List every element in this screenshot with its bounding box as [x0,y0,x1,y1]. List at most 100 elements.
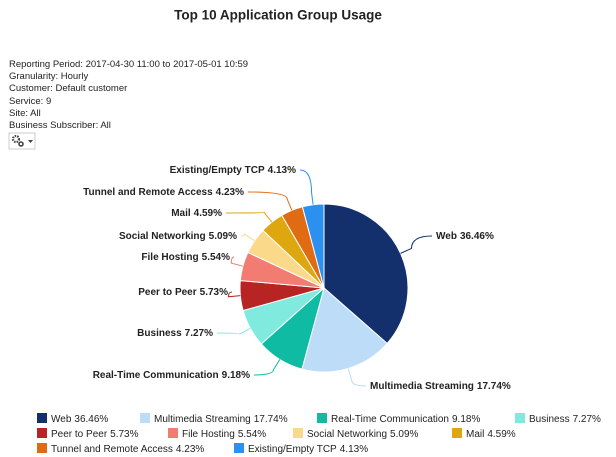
legend-label: Real-Time Communication 9.18% [331,414,480,425]
legend-item[interactable]: Mail 4.59% [452,428,516,440]
legend-item[interactable]: Social Networking 5.09% [293,428,419,440]
legend-label-value: 9.18% [452,414,480,425]
info-line: Granularity: Hourly [9,71,89,83]
legend-label: Business 7.27% [529,414,601,425]
legend-swatch [140,413,150,423]
data-label: Social Networking 5.09% [119,231,237,242]
data-label-value: 17.74% [477,381,511,392]
info-line: Reporting Period: 2017-04-30 11:00 to 20… [9,59,249,70]
legend-label-name: Business [529,414,570,425]
data-label-value: 4.13% [268,165,296,176]
legend-swatch [234,443,244,453]
legend-label-name: Tunnel and Remote Access [51,444,173,455]
data-label: Web 36.46% [436,231,494,242]
data-label-name: Mail [171,208,191,219]
legend-label-name: Existing/Empty TCP [248,444,337,455]
pie-slice [301,203,325,289]
legend-item[interactable]: File Hosting 5.54% [168,428,266,440]
legend-label-value: 4.13% [340,444,368,455]
leader-line [253,359,281,376]
legend-item[interactable]: Tunnel and Remote Access 4.23% [37,443,204,455]
leader-line [240,233,255,242]
data-label-value: 36.46% [460,231,494,242]
legend-item[interactable]: Existing/Empty TCP 4.13% [234,443,368,455]
legend-swatch [37,428,47,438]
data-label-name: Web [436,231,457,242]
legend-label-value: 36.46% [74,414,108,425]
legend-swatch [37,413,47,423]
data-label-value: 5.54% [202,252,230,263]
data-label-value: 4.59% [194,208,222,219]
legend-swatch [37,443,47,453]
data-label: Business 7.27% [137,328,213,339]
info-line: Business Subscriber: All [9,120,111,132]
legend-swatch [293,428,303,438]
legend-label: Web 36.46% [51,414,108,425]
report-info: Reporting Period: 2017-04-30 11:00 to 20… [9,59,309,132]
leader-line [230,256,244,267]
legend-item[interactable]: Web 36.46% [37,413,108,425]
settings-button[interactable] [8,132,36,150]
dropdown-arrow [28,140,33,143]
data-label-name: Business [137,328,182,339]
legend-label: Multimedia Streaming 17.74% [154,414,288,425]
legend-item[interactable]: Multimedia Streaming 17.74% [140,413,288,425]
legend-label-value: 5.09% [390,429,418,440]
legend-label: Peer to Peer 5.73% [51,429,139,440]
data-label-name: Multimedia Streaming [370,381,474,392]
leader-line [225,211,273,223]
legend-label-name: Mail [466,429,484,440]
leader-line [247,191,293,211]
legend-label: Social Networking 5.09% [307,429,419,440]
data-label-value: 7.27% [185,328,213,339]
legend-item[interactable]: Business 7.27% [515,413,601,425]
legend-swatch [168,428,178,438]
data-label-name: Existing/Empty TCP [170,165,265,176]
leader-line [299,169,314,205]
info-line: Customer: Default customer [9,83,128,95]
data-label: Tunnel and Remote Access 4.23% [83,187,244,198]
gear-icon [11,134,21,144]
legend-label-value: 17.74% [254,414,288,425]
legend-swatch [515,413,525,423]
legend-item[interactable]: Peer to Peer 5.73% [37,428,139,440]
leader-line [216,327,251,335]
legend-item[interactable]: Real-Time Communication 9.18% [317,413,480,425]
leader-line [347,368,367,387]
legend-label-value: 4.23% [176,444,204,455]
info-line: Site: All [9,107,41,119]
legend-label-name: Peer to Peer [51,429,108,440]
legend-label-value: 7.27% [573,414,601,425]
legend-swatch [317,413,327,423]
data-label-name: Social Networking [119,231,206,242]
legend-label-name: Social Networking [307,429,387,440]
data-label-value: 5.73% [200,287,228,298]
legend-label-name: Multimedia Streaming [154,414,251,425]
legend-label-name: File Hosting [182,429,235,440]
data-label: Mail 4.59% [171,208,222,219]
legend-label: Mail 4.59% [466,429,516,440]
data-label: Real-Time Communication 9.18% [93,370,250,381]
gear-icon [18,141,24,147]
legend-label-name: Web [51,414,72,425]
data-label-value: 9.18% [222,370,250,381]
pie-slice [301,287,388,373]
data-label-value: 5.09% [209,231,237,242]
chart-title: Top 10 Application Group Usage [174,8,382,23]
data-label-value: 4.23% [216,187,244,198]
leader-line [227,291,241,298]
legend-label: File Hosting 5.54% [182,429,266,440]
data-label-name: Peer to Peer [138,287,196,298]
legend-label-value: 4.59% [487,429,515,440]
data-label-name: Real-Time Communication [93,370,219,381]
legend-label-value: 5.54% [238,429,266,440]
data-label-name: Tunnel and Remote Access [83,187,213,198]
legend-label-name: Real-Time Communication [331,414,449,425]
legend-swatch [452,428,462,438]
legend-label-value: 5.73% [110,429,138,440]
data-label-name: File Hosting [141,252,198,263]
data-label: Peer to Peer 5.73% [138,287,228,298]
